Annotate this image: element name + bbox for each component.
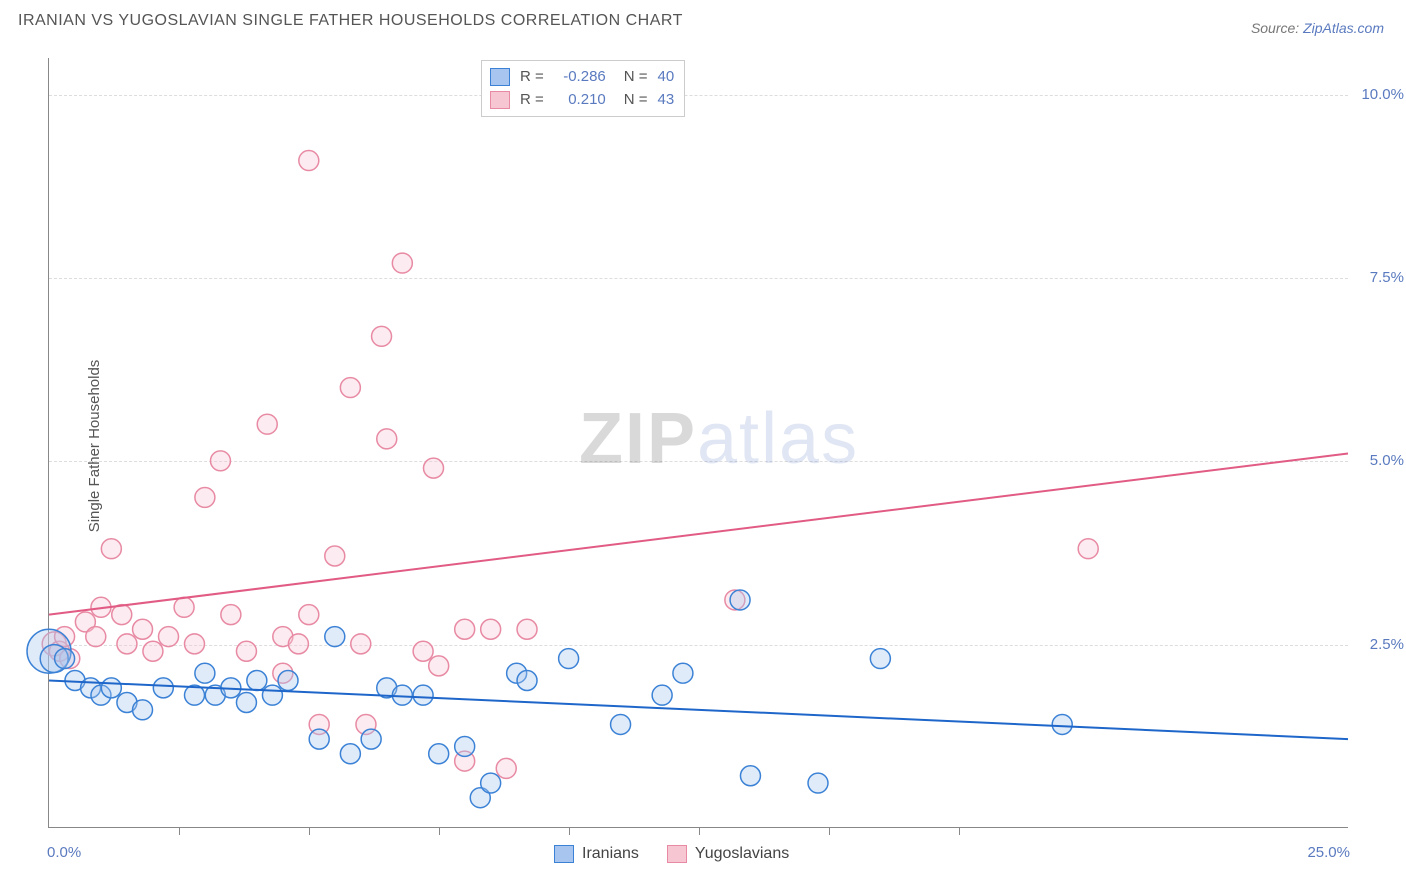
trend-line xyxy=(49,453,1348,614)
legend-swatch xyxy=(667,845,687,863)
scatter-point xyxy=(101,539,121,559)
x-tick xyxy=(179,827,180,835)
scatter-point xyxy=(455,736,475,756)
chart-container: IRANIAN VS YUGOSLAVIAN SINGLE FATHER HOU… xyxy=(0,0,1406,892)
source-attribution: Source: ZipAtlas.com xyxy=(1251,20,1384,36)
x-tick xyxy=(699,827,700,835)
y-tick-label: 7.5% xyxy=(1370,269,1404,286)
scatter-point xyxy=(429,744,449,764)
scatter-point xyxy=(392,253,412,273)
scatter-point xyxy=(101,678,121,698)
scatter-point xyxy=(372,326,392,346)
scatter-point xyxy=(221,605,241,625)
legend-item: Yugoslavians xyxy=(667,845,789,863)
scatter-point xyxy=(195,487,215,507)
legend-item: Iranians xyxy=(554,845,639,863)
legend-label: Iranians xyxy=(582,845,639,863)
stats-legend-box: R = -0.286 N = 40 R = 0.210 N = 43 xyxy=(481,60,685,117)
scatter-point xyxy=(325,546,345,566)
scatter-point xyxy=(424,458,444,478)
scatter-point xyxy=(184,634,204,654)
scatter-point xyxy=(195,663,215,683)
scatter-point xyxy=(210,451,230,471)
scatter-point xyxy=(377,429,397,449)
stats-row: R = 0.210 N = 43 xyxy=(490,89,674,112)
scatter-point xyxy=(112,605,132,625)
plot-area: 2.5%5.0%7.5%10.0% ZIPatlas R = -0.286 N … xyxy=(48,58,1348,828)
plot-svg xyxy=(49,58,1348,827)
scatter-point xyxy=(413,685,433,705)
scatter-point xyxy=(1078,539,1098,559)
y-tick-label: 5.0% xyxy=(1370,452,1404,469)
r-label: R = xyxy=(520,89,544,112)
y-tick-label: 10.0% xyxy=(1361,86,1404,103)
x-tick xyxy=(309,827,310,835)
scatter-point xyxy=(309,729,329,749)
scatter-point xyxy=(257,414,277,434)
scatter-point xyxy=(611,714,631,734)
scatter-point xyxy=(673,663,693,683)
scatter-point xyxy=(340,378,360,398)
scatter-point xyxy=(236,693,256,713)
r-label: R = xyxy=(520,66,544,89)
chart-title: IRANIAN VS YUGOSLAVIAN SINGLE FATHER HOU… xyxy=(18,12,683,30)
scatter-point xyxy=(517,671,537,691)
scatter-point xyxy=(278,671,298,691)
scatter-point xyxy=(153,678,173,698)
scatter-point xyxy=(429,656,449,676)
scatter-point xyxy=(133,700,153,720)
scatter-point xyxy=(870,649,890,669)
scatter-point xyxy=(174,597,194,617)
scatter-point xyxy=(86,627,106,647)
scatter-point xyxy=(413,641,433,661)
scatter-point xyxy=(652,685,672,705)
legend-swatch xyxy=(554,845,574,863)
bottom-legend: Iranians Yugoslavians xyxy=(554,845,789,863)
scatter-point xyxy=(117,634,137,654)
scatter-point xyxy=(288,634,308,654)
stats-row: R = -0.286 N = 40 xyxy=(490,66,674,89)
x-axis-min-label: 0.0% xyxy=(47,844,81,861)
scatter-point xyxy=(455,619,475,639)
scatter-point xyxy=(340,744,360,764)
scatter-point xyxy=(159,627,179,647)
legend-label: Yugoslavians xyxy=(695,845,789,863)
scatter-point xyxy=(361,729,381,749)
source-prefix: Source: xyxy=(1251,20,1303,36)
n-label: N = xyxy=(624,66,648,89)
x-tick xyxy=(959,827,960,835)
scatter-point xyxy=(808,773,828,793)
scatter-point xyxy=(351,634,371,654)
x-tick xyxy=(569,827,570,835)
scatter-point xyxy=(247,671,267,691)
scatter-point xyxy=(299,151,319,171)
scatter-point xyxy=(559,649,579,669)
scatter-point xyxy=(481,619,501,639)
x-tick xyxy=(439,827,440,835)
scatter-point xyxy=(55,649,75,669)
r-value: -0.286 xyxy=(550,66,606,89)
scatter-point xyxy=(236,641,256,661)
scatter-point xyxy=(730,590,750,610)
x-axis-max-label: 25.0% xyxy=(1307,844,1350,861)
n-value: 40 xyxy=(658,66,675,89)
y-tick-label: 2.5% xyxy=(1370,636,1404,653)
scatter-point xyxy=(496,758,516,778)
series-swatch xyxy=(490,68,510,86)
scatter-point xyxy=(299,605,319,625)
scatter-point xyxy=(1052,714,1072,734)
n-label: N = xyxy=(624,89,648,112)
scatter-point xyxy=(143,641,163,661)
scatter-point xyxy=(262,685,282,705)
scatter-point xyxy=(740,766,760,786)
r-value: 0.210 xyxy=(550,89,606,112)
source-link[interactable]: ZipAtlas.com xyxy=(1303,20,1384,36)
scatter-point xyxy=(481,773,501,793)
series-swatch xyxy=(490,91,510,109)
x-tick xyxy=(829,827,830,835)
scatter-point xyxy=(133,619,153,639)
scatter-point xyxy=(325,627,345,647)
scatter-point xyxy=(517,619,537,639)
n-value: 43 xyxy=(658,89,675,112)
